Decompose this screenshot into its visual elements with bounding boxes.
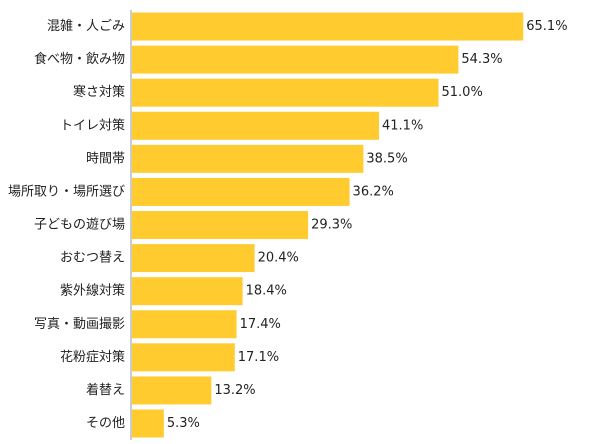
value-label-9: 17.4% — [240, 317, 281, 332]
value-label-7: 20.4% — [258, 251, 299, 266]
bar-1 — [132, 45, 459, 74]
category-label-3: トイレ対策 — [60, 117, 125, 133]
value-label-3: 41.1% — [382, 118, 423, 133]
category-label-9: 写真・動画撮影 — [34, 316, 125, 332]
bar-8 — [132, 277, 243, 306]
value-label-8: 18.4% — [246, 284, 287, 299]
bar-5 — [132, 177, 350, 206]
value-label-6: 29.3% — [311, 218, 352, 233]
category-label-12: その他 — [86, 416, 125, 431]
value-label-11: 13.2% — [214, 383, 255, 398]
bar-9 — [132, 310, 237, 339]
labels-layer: 混雑・人ごみ 65.1% 食べ物・飲み物 54.3% 寒さ対策 51.0% トイレ対策 41.… — [8, 18, 568, 431]
bar-12 — [132, 409, 164, 438]
bar-2 — [132, 78, 439, 107]
category-label-0: 混雑・人ごみ — [47, 18, 125, 34]
value-label-2: 51.0% — [442, 85, 483, 100]
bar-7 — [132, 244, 255, 273]
value-label-5: 36.2% — [353, 184, 394, 199]
bar-0 — [132, 12, 524, 41]
category-label-6: 子どもの遊び場 — [34, 218, 125, 233]
category-label-8: 紫外線対策 — [60, 283, 125, 299]
value-label-1: 54.3% — [461, 52, 502, 67]
category-label-11: 着替え — [86, 382, 125, 398]
category-label-7: おむつ替え — [60, 251, 125, 266]
category-label-4: 時間帯 — [86, 151, 125, 166]
category-label-2: 寒さ対策 — [73, 84, 125, 100]
bars-layer — [132, 12, 524, 438]
value-label-12: 5.3% — [167, 416, 200, 431]
bar-4 — [132, 144, 364, 173]
category-label-1: 食べ物・飲み物 — [34, 51, 125, 67]
bar-6 — [132, 211, 309, 240]
bar-10 — [132, 343, 235, 372]
value-label-0: 65.1% — [526, 19, 567, 34]
bar-11 — [132, 376, 212, 405]
category-label-10: 花粉症対策 — [60, 349, 125, 365]
bar-3 — [132, 111, 380, 140]
value-label-4: 38.5% — [366, 151, 407, 166]
value-label-10: 17.1% — [238, 350, 279, 365]
category-label-5: 場所取り・場所選び — [8, 184, 125, 199]
